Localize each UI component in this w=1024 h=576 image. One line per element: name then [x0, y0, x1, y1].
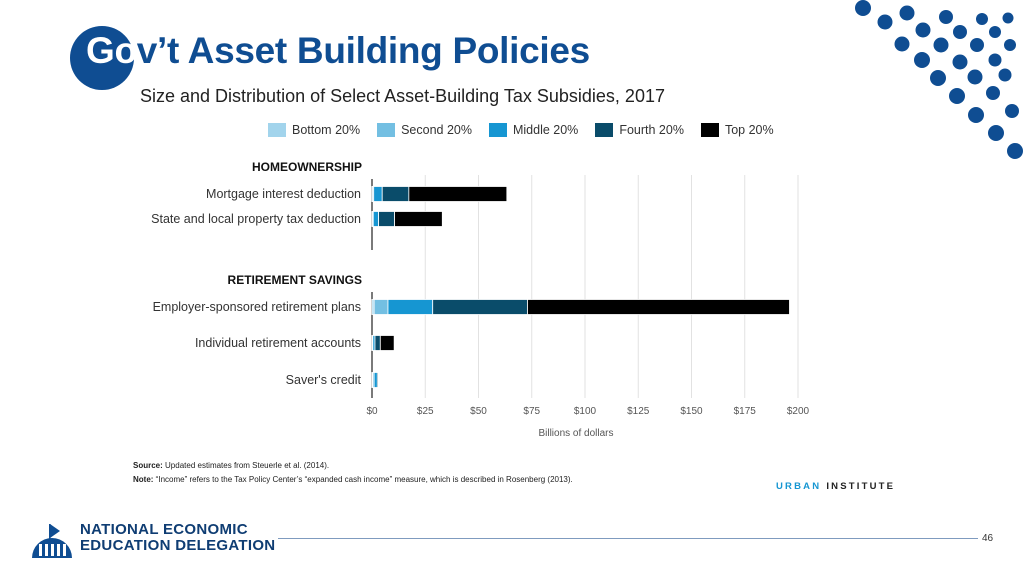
- category-label: Mortgage interest deduction: [206, 187, 361, 201]
- footnote: Note: “Income” refers to the Tax Policy …: [133, 475, 573, 484]
- legend-label-bottom: Bottom 20%: [292, 123, 361, 137]
- urban-logo-first: URBAN: [776, 481, 822, 492]
- x-tick-label: $50: [470, 406, 487, 417]
- organization-name-line1: NATIONAL ECONOMIC: [80, 521, 248, 538]
- urban-institute-logo: URBAN INSTITUTE: [776, 481, 895, 492]
- x-tick-label: $125: [627, 406, 650, 417]
- bar-segment: [373, 299, 389, 315]
- slide-title-first: Go: [86, 30, 137, 71]
- legend-label-fourth: Fourth 20%: [619, 123, 684, 137]
- x-axis-label: Billions of dollars: [538, 428, 613, 439]
- chart-title: Size and Distribution of Select Asset-Bu…: [140, 86, 665, 106]
- bar-segment: [378, 211, 395, 227]
- legend-label-top: Top 20%: [724, 123, 774, 137]
- legend-swatch-second: [377, 123, 396, 137]
- category-label: Individual retirement accounts: [195, 336, 361, 350]
- bar-segment: [376, 372, 379, 388]
- x-tick-label: $150: [680, 406, 703, 417]
- bar-segment: [373, 186, 383, 202]
- need-logo-icon: [32, 524, 72, 558]
- note-label: Note:: [133, 475, 154, 484]
- legend-label-middle: Middle 20%: [512, 123, 579, 137]
- organization-name-line2: EDUCATION DELEGATION: [80, 537, 276, 554]
- category-label: Employer-sponsored retirement plans: [153, 300, 361, 314]
- page-number: 46: [982, 533, 994, 544]
- bar-segment: [373, 372, 378, 388]
- source-label: Source:: [133, 461, 163, 470]
- x-tick-label: $200: [787, 406, 810, 417]
- slide-title: Gov’t Asset Building Policies: [86, 30, 590, 72]
- legend-label-second: Second 20%: [401, 123, 472, 137]
- x-tick-label: $100: [574, 406, 597, 417]
- bar-segment: [374, 335, 381, 351]
- bar-segment: [394, 211, 443, 227]
- source-text: Updated estimates from Steuerle et al. (…: [162, 461, 330, 470]
- x-tick-label: $0: [366, 406, 378, 417]
- bar-segment: [379, 335, 395, 351]
- source-note: Source: Updated estimates from Steuerle …: [133, 461, 329, 470]
- bar-segment: [432, 299, 528, 315]
- legend-item-middle: Middle 20%: [488, 123, 579, 137]
- legend-swatch-fourth: [595, 123, 614, 137]
- legend-item-second: Second 20%: [377, 123, 472, 137]
- urban-logo-second: INSTITUTE: [826, 481, 896, 492]
- legend-swatch-top: [700, 123, 719, 137]
- bar-segment: [372, 211, 380, 227]
- note-text: “Income” refers to the Tax Policy Center…: [153, 475, 573, 484]
- category-label: State and local property tax deduction: [151, 212, 361, 226]
- title-circle-decoration: [70, 26, 134, 90]
- chart-legend: Bottom 20% Second 20% Middle 20% Fourth …: [268, 121, 791, 139]
- group-header: RETIREMENT SAVINGS: [228, 273, 362, 287]
- bar-segment: [381, 186, 410, 202]
- slide-title-rest: v’t Asset Building Policies: [136, 30, 590, 71]
- organization-name: NATIONAL ECONOMIC EDUCATION DELEGATION: [80, 522, 275, 554]
- category-label: Saver's credit: [286, 373, 362, 387]
- legend-swatch-middle: [488, 123, 507, 137]
- legend-swatch-bottom: [268, 123, 286, 137]
- x-tick-label: $75: [523, 406, 540, 417]
- legend-item-bottom: Bottom 20%: [268, 123, 360, 137]
- dot-pattern-decoration: [855, 0, 1023, 159]
- legend-item-top: Top 20%: [700, 123, 774, 137]
- footer-divider: [278, 538, 978, 539]
- bar-segment: [408, 186, 508, 202]
- legend-item-fourth: Fourth 20%: [595, 123, 684, 137]
- bar-segment: [387, 299, 434, 315]
- x-tick-label: $25: [417, 406, 434, 417]
- x-tick-label: $175: [734, 406, 757, 417]
- group-header: HOMEOWNERSHIP: [252, 160, 362, 174]
- bar-segment: [527, 299, 790, 315]
